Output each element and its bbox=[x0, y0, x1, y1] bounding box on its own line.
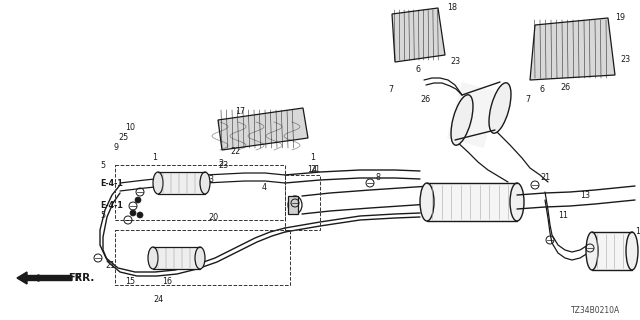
Ellipse shape bbox=[451, 95, 473, 145]
Text: 25: 25 bbox=[118, 132, 128, 141]
Text: 15: 15 bbox=[125, 277, 135, 286]
Text: 20: 20 bbox=[208, 213, 218, 222]
Ellipse shape bbox=[153, 172, 163, 194]
Text: 5: 5 bbox=[100, 211, 105, 220]
Text: 17: 17 bbox=[235, 108, 245, 116]
Text: TZ34B0210A: TZ34B0210A bbox=[571, 306, 620, 315]
Text: 18: 18 bbox=[447, 4, 457, 12]
Ellipse shape bbox=[288, 196, 302, 214]
Ellipse shape bbox=[489, 83, 511, 133]
Bar bbox=[288, 196, 298, 214]
Circle shape bbox=[130, 210, 136, 216]
Bar bbox=[153, 247, 200, 269]
Ellipse shape bbox=[195, 247, 205, 269]
Text: 6: 6 bbox=[415, 66, 420, 75]
Bar bbox=[592, 232, 632, 270]
Text: 1: 1 bbox=[310, 153, 315, 162]
Text: FR.: FR. bbox=[68, 273, 86, 283]
Text: 10: 10 bbox=[125, 123, 135, 132]
Text: E-4-1: E-4-1 bbox=[100, 179, 123, 188]
Text: 9: 9 bbox=[113, 142, 118, 151]
Text: 23: 23 bbox=[450, 58, 460, 67]
Bar bbox=[285, 175, 320, 230]
Text: 12: 12 bbox=[635, 228, 640, 236]
Bar bbox=[115, 230, 290, 285]
Ellipse shape bbox=[148, 247, 158, 269]
Circle shape bbox=[135, 197, 141, 203]
Text: E-4-1: E-4-1 bbox=[100, 201, 123, 210]
Text: 13: 13 bbox=[580, 190, 590, 199]
Text: 5: 5 bbox=[100, 161, 105, 170]
Text: 19: 19 bbox=[615, 13, 625, 22]
Bar bbox=[427, 183, 517, 221]
Bar bbox=[115, 165, 285, 220]
Text: 21: 21 bbox=[105, 260, 115, 269]
Text: 3: 3 bbox=[208, 175, 213, 185]
Ellipse shape bbox=[200, 172, 210, 194]
Ellipse shape bbox=[586, 232, 598, 270]
Circle shape bbox=[137, 212, 143, 218]
Ellipse shape bbox=[510, 183, 524, 221]
Text: 23: 23 bbox=[620, 55, 630, 65]
Text: 8: 8 bbox=[375, 172, 380, 181]
Ellipse shape bbox=[420, 183, 434, 221]
Text: 1: 1 bbox=[152, 153, 157, 162]
Text: FR.: FR. bbox=[75, 273, 94, 283]
Text: 22: 22 bbox=[230, 148, 240, 156]
Text: 24: 24 bbox=[153, 295, 163, 305]
Text: 26: 26 bbox=[420, 95, 430, 105]
Bar bbox=[158, 172, 205, 194]
Text: 6: 6 bbox=[540, 85, 545, 94]
Text: 11: 11 bbox=[558, 211, 568, 220]
Text: 21: 21 bbox=[310, 165, 320, 174]
Polygon shape bbox=[530, 18, 615, 80]
Text: 21: 21 bbox=[540, 173, 550, 182]
Ellipse shape bbox=[626, 232, 638, 270]
Text: 16: 16 bbox=[162, 277, 172, 286]
FancyArrow shape bbox=[17, 272, 72, 284]
Text: 14: 14 bbox=[307, 165, 317, 174]
Polygon shape bbox=[218, 108, 308, 150]
Text: 7: 7 bbox=[388, 85, 393, 94]
Text: 26: 26 bbox=[560, 84, 570, 92]
Text: 4: 4 bbox=[262, 183, 267, 193]
Text: 23: 23 bbox=[218, 161, 228, 170]
Text: 7: 7 bbox=[525, 95, 530, 105]
Bar bbox=[447, 82, 499, 148]
Text: 2: 2 bbox=[218, 158, 223, 167]
Polygon shape bbox=[392, 8, 445, 62]
